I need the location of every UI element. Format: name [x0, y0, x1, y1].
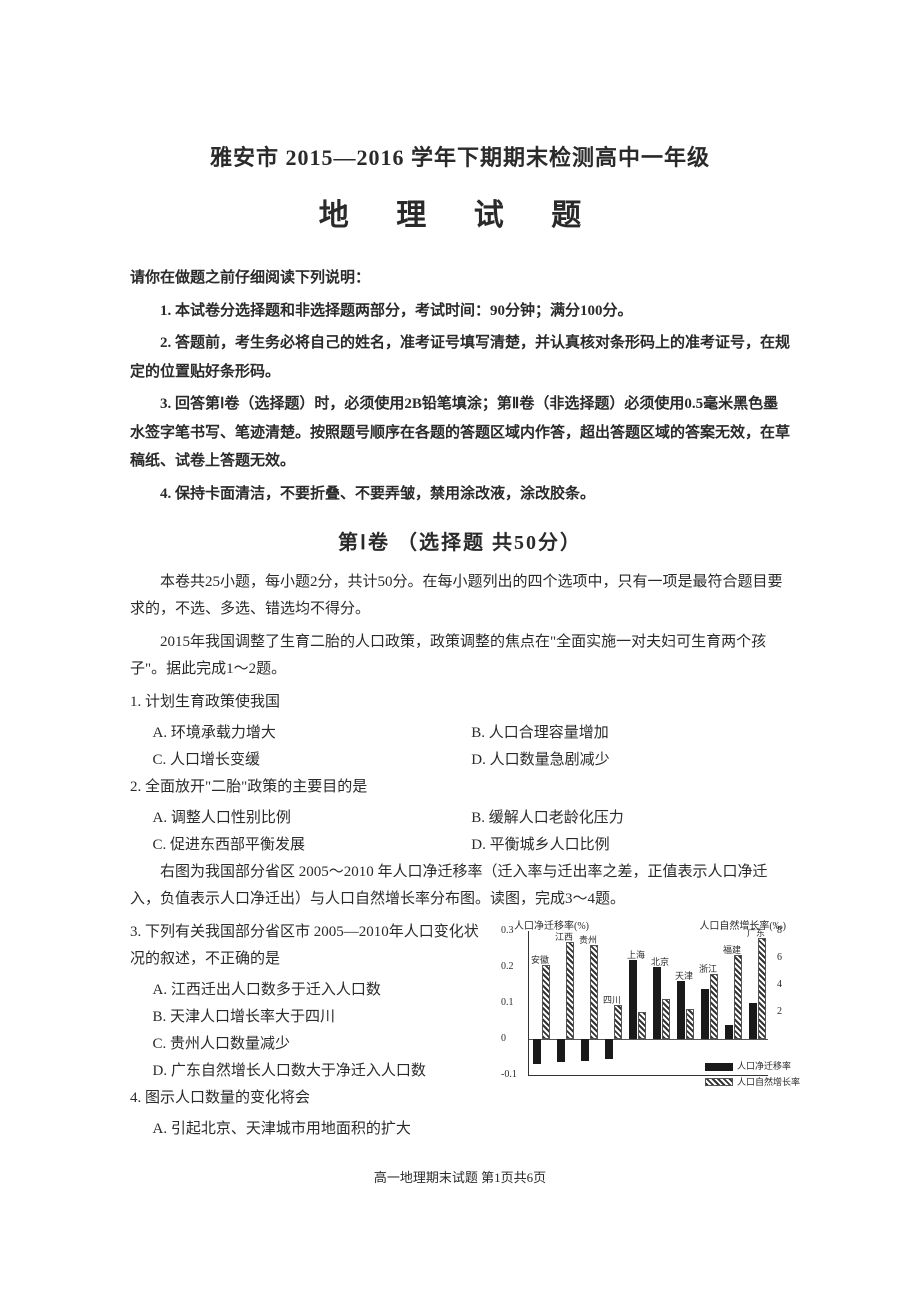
- q2-opt-a: A. 调整人口性别比例: [153, 805, 472, 832]
- q1-opt-d: D. 人口数量急剧减少: [471, 747, 790, 774]
- q1-opt-c: C. 人口增长变缓: [153, 747, 472, 774]
- question-2-stem: 2. 全面放开"二胎"政策的主要目的是: [130, 774, 790, 801]
- q3-opt-a: A. 江西迁出人口数多于迁入人口数: [153, 977, 483, 1004]
- legend-solid: 人口净迁移率: [705, 1060, 800, 1074]
- question-4-stem: 4. 图示人口数量的变化将会: [130, 1085, 482, 1112]
- q3-opt-c: C. 贵州人口数量减少: [153, 1031, 483, 1058]
- question-4-options: A. 引起北京、天津城市用地面积的扩大: [130, 1116, 482, 1143]
- context-q3-4: 右图为我国部分省区 2005～2010 年人口净迁移率（迁入率与迁出率之差，正值…: [130, 859, 790, 913]
- legend-hatch-label: 人口自然增长率: [737, 1076, 800, 1090]
- q3-opt-d: D. 广东自然增长人口数大于净迁入人口数: [153, 1058, 483, 1085]
- left-axis-label: 人口净迁移率(%): [514, 917, 589, 932]
- page-footer: 高一地理期末试题 第1页共6页: [130, 1167, 790, 1186]
- instructions-lead: 请你在做题之前仔细阅读下列说明：: [130, 264, 790, 293]
- q1-opt-b: B. 人口合理容量增加: [471, 720, 790, 747]
- legend-hatch: 人口自然增长率: [705, 1076, 800, 1090]
- q1-opt-a: A. 环境承载力增大: [153, 720, 472, 747]
- context-q1-2: 2015年我国调整了生育二胎的人口政策，政策调整的焦点在"全面实施一对夫妇可生育…: [130, 629, 790, 683]
- question-3-options: A. 江西迁出人口数多于迁入人口数 B. 天津人口增长率大于四川 C. 贵州人口…: [130, 977, 482, 1085]
- instructions-block: 请你在做题之前仔细阅读下列说明： 1. 本试卷分选择题和非选择题两部分，考试时间…: [130, 264, 790, 508]
- instruction-2: 2. 答题前，考生务必将自己的姓名，准考证号填写清楚，并认真核对条形码上的准考证…: [130, 329, 790, 386]
- section-1-title: 第Ⅰ卷 （选择题 共50分）: [130, 526, 790, 555]
- instruction-3: 3. 回答第Ⅰ卷（选择题）时，必须使用2B铅笔填涂；第Ⅱ卷（非选择题）必须使用0…: [130, 390, 790, 476]
- q4-opt-a: A. 引起北京、天津城市用地面积的扩大: [153, 1116, 483, 1143]
- q3-q4-row: 3. 下列有关我国部分省区市 2005—2010年人口变化状况的叙述，不正确的是…: [130, 919, 790, 1143]
- chart-legend: 人口净迁移率 人口自然增长率: [705, 1060, 800, 1091]
- chart-plot-area: 0.30.20.10-0.18642安徽江西贵州四川上海北京天津浙江福建广东: [528, 931, 768, 1076]
- population-chart: 人口净迁移率(%) 人口自然增长率(‰) 0.30.20.10-0.18642安…: [490, 919, 790, 1109]
- exam-header-line1: 雅安市 2015—2016 学年下期期末检测高中一年级: [130, 140, 790, 172]
- right-axis-label: 人口自然增长率(‰): [699, 917, 786, 932]
- exam-header-line2: 地 理 试 题: [130, 190, 790, 234]
- legend-solid-label: 人口净迁移率: [737, 1060, 791, 1074]
- question-1-options: A. 环境承载力增大 B. 人口合理容量增加 C. 人口增长变缓 D. 人口数量…: [130, 720, 790, 774]
- section-1-desc: 本卷共25小题，每小题2分，共计50分。在每小题列出的四个选项中，只有一项是最符…: [130, 569, 790, 623]
- q3-opt-b: B. 天津人口增长率大于四川: [153, 1004, 483, 1031]
- q2-opt-b: B. 缓解人口老龄化压力: [471, 805, 790, 832]
- question-2-options: A. 调整人口性别比例 B. 缓解人口老龄化压力 C. 促进东西部平衡发展 D.…: [130, 805, 790, 859]
- question-1-stem: 1. 计划生育政策使我国: [130, 689, 790, 716]
- question-3-stem: 3. 下列有关我国部分省区市 2005—2010年人口变化状况的叙述，不正确的是: [130, 919, 482, 973]
- q2-opt-d: D. 平衡城乡人口比例: [471, 832, 790, 859]
- q2-opt-c: C. 促进东西部平衡发展: [153, 832, 472, 859]
- instruction-4: 4. 保持卡面清洁，不要折叠、不要弄皱，禁用涂改液，涂改胶条。: [130, 480, 790, 509]
- instruction-1: 1. 本试卷分选择题和非选择题两部分，考试时间：90分钟；满分100分。: [130, 297, 790, 326]
